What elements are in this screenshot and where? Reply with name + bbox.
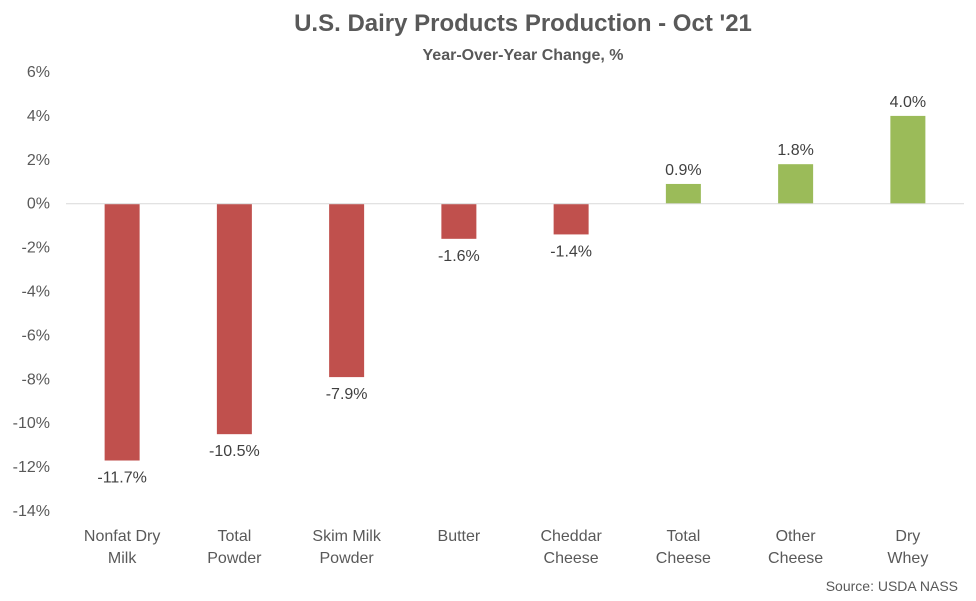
data-labels: -11.7% -10.5% -7.9% -1.6% -1.4% 0.9% 1.8% 4.0% <box>97 94 926 487</box>
bar <box>104 203 140 461</box>
bars <box>104 115 926 461</box>
data-label: -1.6% <box>438 248 480 265</box>
chart-title: U.S. Dairy Products Production - Oct '21 <box>294 10 752 37</box>
bar <box>216 203 252 435</box>
category-label: Other Cheese <box>768 528 823 567</box>
y-tick-label: -2% <box>22 240 50 257</box>
y-tick-label: 0% <box>27 196 50 213</box>
data-label: -11.7% <box>97 470 147 487</box>
y-tick-label: -8% <box>22 371 50 388</box>
data-label: -7.9% <box>326 386 368 403</box>
data-label: 4.0% <box>890 94 926 111</box>
y-axis: 6% 4% 2% 0% -2% -4% -6% -8% -10% -12% -14% <box>13 64 50 520</box>
bar <box>890 115 926 204</box>
category-label: Nonfat Dry Milk <box>84 528 160 567</box>
data-label: 0.9% <box>665 162 701 179</box>
data-label: 1.8% <box>777 142 813 159</box>
x-axis: Nonfat Dry Milk Total Powder Skim Milk Powder… <box>84 528 928 567</box>
bar <box>441 203 477 239</box>
bar <box>665 183 701 204</box>
source-note: Source: USDA NASS <box>826 578 958 594</box>
y-tick-label: -14% <box>13 503 50 520</box>
category-label: Total Powder <box>207 528 262 567</box>
y-tick-label: 6% <box>27 64 50 81</box>
category-label: Skim Milk Powder <box>312 528 381 567</box>
y-tick-label: 4% <box>27 108 50 125</box>
y-tick-label: -6% <box>22 327 50 344</box>
y-tick-label: -12% <box>13 459 50 476</box>
bar <box>778 164 814 204</box>
category-label: Cheddar Cheese <box>540 528 602 567</box>
y-tick-label: -4% <box>22 284 50 301</box>
bar <box>553 203 589 235</box>
data-label: -10.5% <box>209 443 260 460</box>
category-label: Total Cheese <box>656 528 711 567</box>
category-label: Butter <box>438 528 481 545</box>
bar <box>329 203 365 378</box>
category-label: Dry Whey <box>887 528 928 567</box>
y-tick-label: 2% <box>27 152 50 169</box>
chart-subtitle: Year-Over-Year Change, % <box>423 47 624 64</box>
data-label: -1.4% <box>550 243 592 260</box>
y-tick-label: -10% <box>13 415 50 432</box>
